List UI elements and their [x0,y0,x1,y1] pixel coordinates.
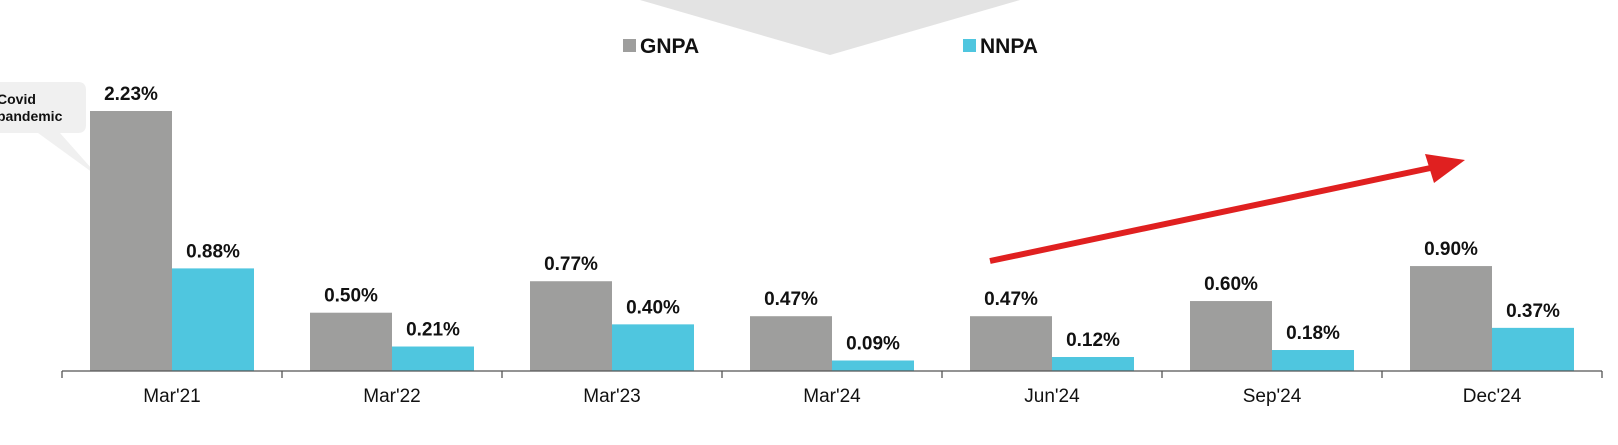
x-tick-label: Mar'24 [803,386,861,407]
legend-swatch-gnpa [623,39,636,52]
callout-line-1: Covid [0,91,36,107]
bar-gnpa-1 [310,312,392,371]
x-tick-label: Mar'22 [363,386,420,407]
bars-layer: 2.23% 0.88% 0.50% 0.21% 0.77% 0.40% 0.47% 0.09%… [90,84,1574,371]
data-label-gnpa-1: 0.50% [324,286,378,307]
covid-callout: Covid pandemic [0,82,100,178]
x-tick-label: Jun'24 [1024,386,1080,407]
data-label-gnpa-0: 2.23% [104,84,158,105]
legend: GNPA NNPA [623,35,1038,58]
x-tick-label: Mar'21 [143,386,200,407]
x-axis: Mar'21 Mar'22 Mar'23 Mar'24 Jun'24 Sep'24 Dec'… [61,370,1603,407]
trend-arrow-head [1425,154,1465,183]
legend-swatch-nnpa [963,39,976,52]
trend-arrow-shaft [989,163,1441,264]
top-chevron-decoration [640,0,1020,55]
bar-nnpa-4 [1052,357,1134,371]
bar-gnpa-6 [1410,266,1492,371]
bar-gnpa-3 [750,316,832,371]
x-tick-label: Sep'24 [1243,386,1302,407]
legend-label-gnpa: GNPA [640,35,699,58]
trend-arrow [989,154,1465,264]
data-label-nnpa-6: 0.37% [1506,301,1560,322]
data-label-nnpa-1: 0.21% [406,320,460,341]
bar-gnpa-5 [1190,301,1272,371]
data-label-gnpa-4: 0.47% [984,289,1038,310]
data-label-nnpa-4: 0.12% [1066,330,1120,351]
data-label-nnpa-2: 0.40% [626,297,680,318]
data-label-gnpa-5: 0.60% [1204,274,1258,295]
data-label-nnpa-0: 0.88% [186,241,240,262]
bar-nnpa-0 [172,268,254,371]
data-label-gnpa-2: 0.77% [544,254,598,275]
bar-gnpa-4 [970,316,1052,371]
bar-gnpa-0 [90,111,172,371]
bar-nnpa-5 [1272,350,1354,371]
x-tick-label: Mar'23 [583,386,640,407]
callout-line-2: pandemic [0,108,63,124]
x-tick-label: Dec'24 [1463,386,1522,407]
callout-bubble [0,82,100,178]
legend-label-nnpa: NNPA [980,35,1038,58]
bar-nnpa-3 [832,360,914,371]
data-label-gnpa-3: 0.47% [764,289,818,310]
data-label-nnpa-5: 0.18% [1286,323,1340,344]
data-label-nnpa-3: 0.09% [846,334,900,355]
bar-nnpa-6 [1492,327,1574,371]
data-label-gnpa-6: 0.90% [1424,239,1478,260]
bar-nnpa-2 [612,324,694,371]
bar-nnpa-1 [392,346,474,371]
bar-gnpa-2 [530,281,612,371]
